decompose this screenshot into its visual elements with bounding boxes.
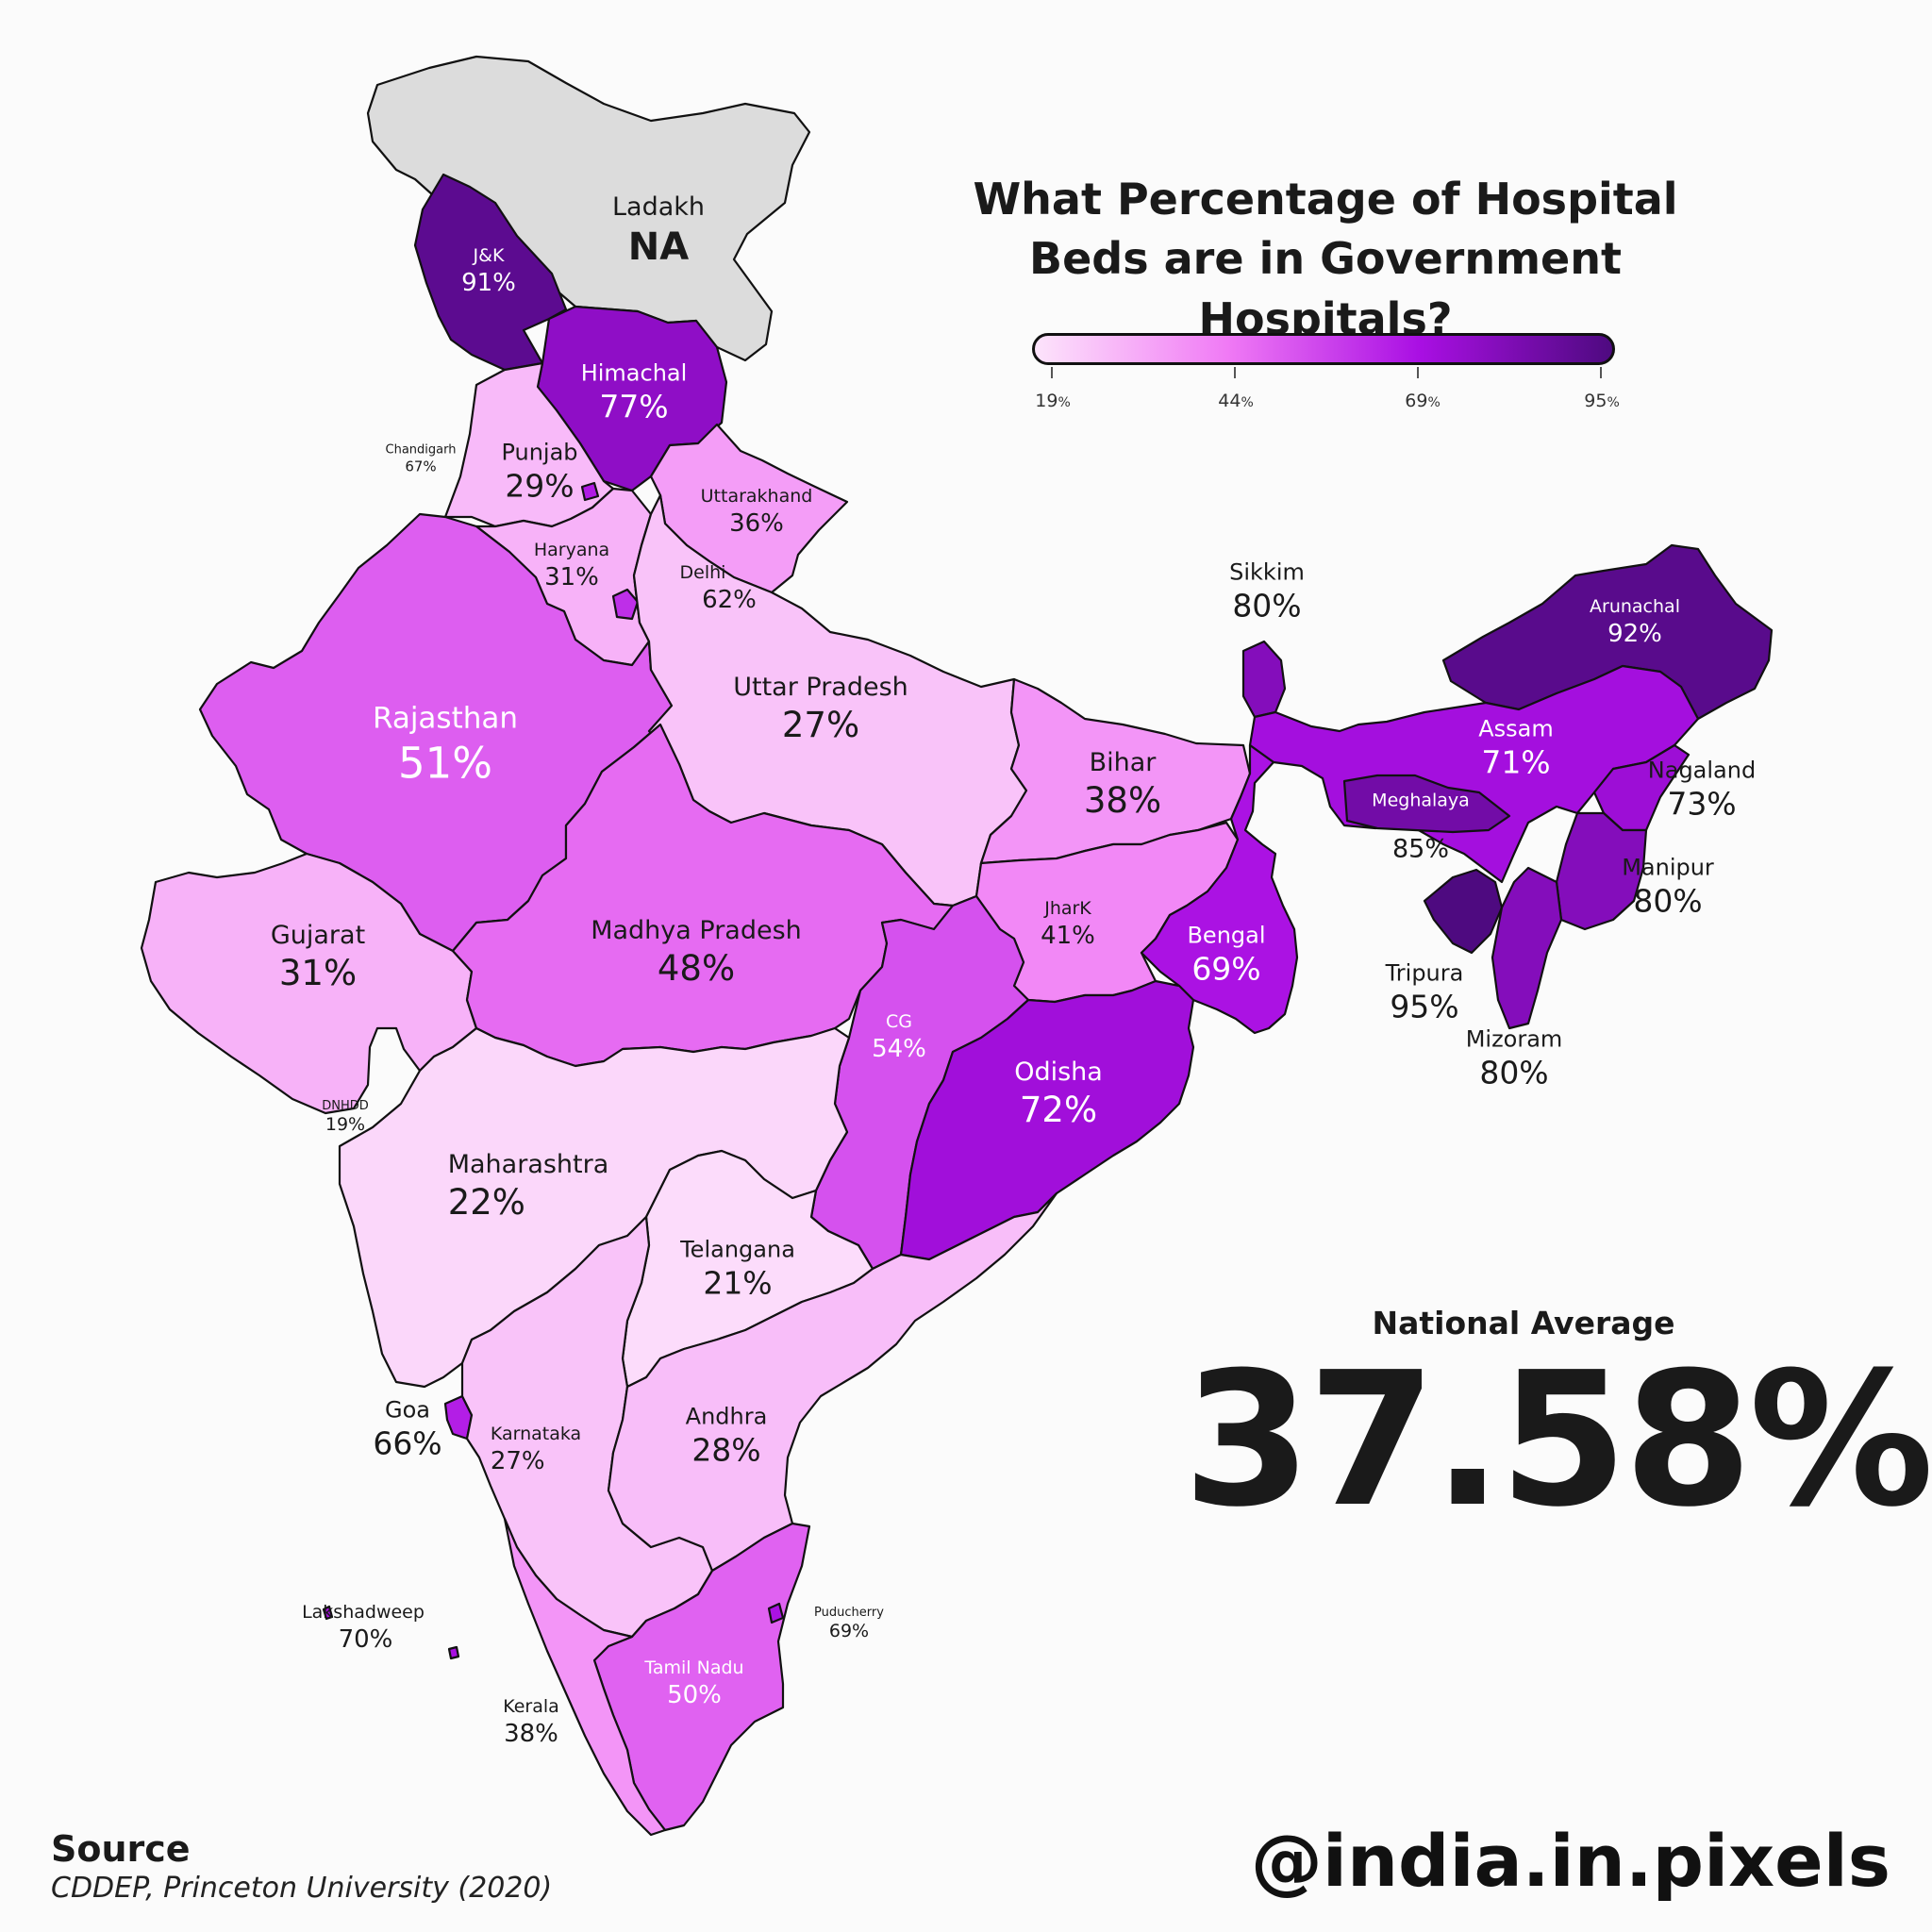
label-meghalaya: Meghalaya 85% — [1372, 790, 1470, 863]
label-odisha: Odisha 72% — [1014, 1058, 1103, 1130]
label-punjab: Punjab 29% — [501, 439, 578, 505]
legend-color-scale — [1032, 333, 1615, 365]
label-andhra: Andhra 28% — [685, 1403, 768, 1469]
region-sikkim — [1241, 640, 1287, 719]
label-mizoram: Mizoram 80% — [1465, 1025, 1563, 1091]
label-mp: Madhya Pradesh 48% — [591, 916, 802, 989]
legend-tick — [1234, 367, 1236, 378]
national-average-label: National Average — [1372, 1305, 1675, 1341]
region-lakshadweep — [322, 1605, 334, 1621]
label-up: Uttar Pradesh 27% — [733, 673, 908, 745]
label-goa: Goa 66% — [373, 1396, 442, 1462]
label-puducherry: Puducherry 69% — [814, 1606, 884, 1642]
region-kerala — [503, 1517, 667, 1837]
label-delhi: Delhi 62% — [679, 561, 757, 614]
label-ladakh: Ladakh NA — [611, 192, 706, 269]
legend-tick — [1600, 367, 1602, 378]
legend-tick-label: 95% — [1584, 391, 1620, 411]
region-manipur — [1555, 811, 1648, 931]
label-jharkhand: JharK 41% — [1041, 897, 1095, 950]
region-tripura — [1423, 868, 1504, 955]
label-bihar: Bihar 38% — [1083, 748, 1162, 821]
label-telangana: Telangana 21% — [680, 1236, 795, 1302]
label-rajasthan: Rajasthan 51% — [372, 701, 519, 789]
label-dnhdd: DNHDD 19% — [322, 1099, 369, 1136]
label-sikkim: Sikkim 80% — [1229, 558, 1305, 625]
region-nagaland — [1592, 743, 1690, 832]
label-karnataka: Karnataka 27% — [490, 1423, 582, 1475]
legend-tick — [1417, 367, 1419, 378]
region-odisha — [899, 979, 1195, 1261]
label-bengal: Bengal 69% — [1187, 922, 1266, 988]
label-tripura: Tripura 95% — [1385, 959, 1464, 1025]
label-chandigarh: Chandigarh 67% — [385, 442, 457, 475]
source-heading: Source — [51, 1828, 191, 1870]
legend-tick — [1051, 367, 1053, 378]
region-meghalaya — [1342, 774, 1511, 834]
region-puducherry — [767, 1602, 785, 1624]
label-kerala: Kerala 38% — [503, 1695, 559, 1748]
label-manipur: Manipur 80% — [1622, 854, 1714, 920]
region-andhra — [607, 1191, 1058, 1573]
label-lakshadweep: Lakshadweep 70% — [302, 1601, 425, 1654]
label-cg: CG 54% — [872, 1010, 926, 1063]
region-lakshadweep-2 — [447, 1645, 460, 1660]
label-tamilnadu: Tamil Nadu 50% — [644, 1657, 744, 1709]
label-assam: Assam 71% — [1478, 715, 1554, 781]
legend-tick-label: 44% — [1218, 391, 1254, 411]
label-nagaland: Nagaland 73% — [1647, 757, 1757, 823]
author-handle: @india.in.pixels — [1250, 1819, 1890, 1903]
label-haryana: Haryana 31% — [533, 539, 610, 591]
label-jk: J&K 91% — [461, 244, 516, 297]
region-jk — [413, 173, 568, 372]
label-uttarakhand: Uttarakhand 36% — [700, 485, 813, 538]
legend-tick-label: 69% — [1405, 391, 1441, 411]
label-arunachal: Arunachal 92% — [1590, 595, 1680, 648]
label-maharashtra: Maharashtra 22% — [447, 1150, 609, 1223]
region-bengal — [1140, 743, 1299, 1035]
chart-title: What Percentage of Hospital Beds are in … — [973, 174, 1678, 344]
region-mizoram — [1491, 866, 1563, 1030]
region-chandigarh — [580, 481, 600, 502]
label-gujarat: Gujarat 31% — [270, 921, 366, 993]
legend-tick-label: 19% — [1035, 391, 1071, 411]
source-text: CDDEP, Princeton University (2020) — [51, 1872, 553, 1905]
region-delhi — [611, 588, 640, 621]
national-average-value: 37.58% — [1182, 1333, 1932, 1548]
label-himachal: Himachal 77% — [580, 359, 688, 425]
